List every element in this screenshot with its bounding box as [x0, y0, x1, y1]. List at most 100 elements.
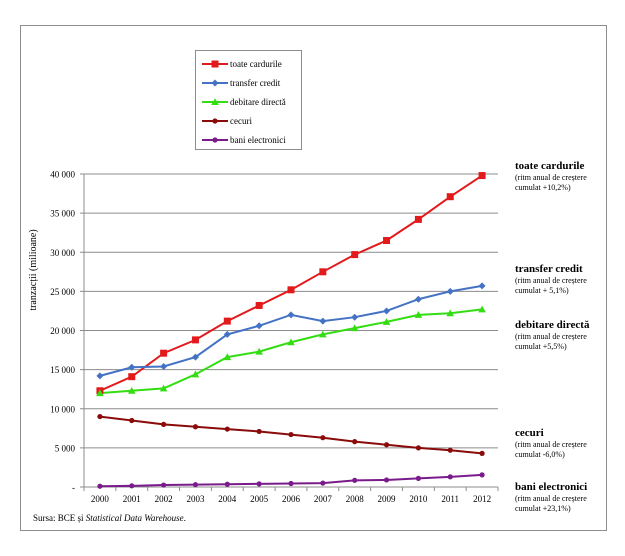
data-point-debitare-directa	[127, 386, 136, 394]
data-point-debitare-directa	[191, 370, 200, 378]
series-line-toate-cardurile	[99, 174, 483, 392]
data-point-debitare-directa	[414, 311, 423, 318]
data-point-bani-electronici	[415, 475, 421, 481]
y-tick-label: 10 000	[50, 404, 75, 414]
legend-swatch-marker	[211, 60, 219, 68]
data-point-bani-electronici	[447, 474, 453, 480]
legend-swatch-marker	[211, 79, 219, 87]
legend-swatch	[202, 79, 228, 87]
annotation-subtitle: (ritm anual de creștere	[515, 332, 587, 341]
data-point-bani-electronici	[256, 481, 262, 487]
data-point-debitare-directa	[478, 305, 486, 313]
y-tick-label: 30 000	[50, 248, 75, 258]
data-point-bani-electronici	[224, 481, 230, 487]
legend-item-toate-cardurile: toate cardurile	[196, 56, 303, 72]
data-point-cecuri	[97, 413, 103, 420]
x-tick-label: 2001	[123, 494, 141, 504]
annotation-toate-cardurile: toate cardurile (ritm anual de creștere cu…	[515, 160, 587, 193]
data-point-bani-electronici	[383, 477, 390, 483]
x-tick-labels: 2000 2001 2002 2003 2004 2005 2006 2007 2008 2009…	[91, 494, 491, 504]
source-note: Sursa: BCE și Statistical Data Warehouse…	[33, 513, 186, 524]
data-point-transfer-credit	[319, 317, 327, 325]
y-tick-labels: - 5 000 10 000 15 000 20 000 25 000 30 000 35 0…	[50, 170, 75, 493]
legend-swatch-marker	[212, 137, 218, 143]
source-suffix: .	[183, 513, 186, 523]
annotation-subtitle: (ritm anual de creștere	[515, 440, 587, 449]
data-point-cecuri	[161, 421, 167, 427]
data-point-debitare-directa	[255, 347, 263, 355]
data-point-toate-cardurile	[478, 172, 486, 180]
legend-item-bani-electronici: bani electronici	[196, 132, 303, 148]
legend-label: debitare directă	[230, 97, 286, 107]
annotation-title: transfer credit	[515, 263, 583, 275]
data-point-debitare-directa	[319, 330, 327, 338]
data-point-toate-cardurile	[191, 336, 199, 344]
data-point-transfer-credit	[287, 311, 295, 319]
data-point-cecuri	[224, 426, 230, 432]
y-tick-label: 40 000	[50, 170, 75, 180]
axes	[80, 173, 499, 491]
annotation-subtitle: cumulat + 5,1%)	[515, 286, 569, 295]
legend: toate cardurile transfer credit debitare d…	[195, 50, 302, 150]
data-point-cecuri	[352, 439, 358, 445]
data-point-toate-cardurile	[414, 215, 422, 223]
data-point-debitare-directa	[287, 338, 295, 346]
legend-label: cecuri	[230, 116, 252, 126]
x-tick-label: 2008	[346, 494, 365, 504]
x-tick-label: 2005	[250, 494, 269, 504]
x-tick-label: 2009	[378, 494, 397, 504]
legend-swatch	[202, 98, 228, 105]
data-point-toate-cardurile	[160, 349, 168, 357]
annotation-subtitle: cumulat +5,5%)	[515, 342, 567, 351]
y-tick-label: 20 000	[50, 326, 75, 336]
annotation-transfer-credit: transfer credit (ritm anual de creștere cu…	[515, 263, 587, 296]
legend-label: bani electronici	[230, 135, 286, 145]
annotation-title: cecuri	[515, 427, 544, 439]
data-point-toate-cardurile	[255, 301, 263, 309]
x-tick-label: 2002	[155, 494, 173, 504]
data-point-debitare-directa	[446, 309, 455, 317]
data-point-bani-electronici	[192, 482, 199, 488]
data-point-bani-electronici	[161, 482, 167, 488]
legend-swatch-marker	[211, 98, 219, 105]
series-line-debitare-directa	[99, 308, 483, 395]
data-point-debitare-directa	[350, 324, 359, 332]
data-point-cecuri	[192, 424, 199, 430]
data-point-cecuri	[256, 428, 262, 435]
data-point-debitare-directa	[223, 353, 232, 361]
data-point-transfer-credit	[223, 330, 231, 338]
data-point-cecuri	[447, 447, 453, 453]
y-tick-label: -	[72, 483, 75, 493]
y-tick-label: 25 000	[50, 287, 75, 297]
data-point-cecuri	[320, 435, 326, 441]
data-point-cecuri	[129, 417, 135, 424]
data-point-transfer-credit	[128, 363, 136, 371]
data-point-toate-cardurile	[383, 237, 391, 245]
annotation-cecuri: cecuri (ritm anual de creștere cumulat -6,…	[515, 427, 587, 460]
data-point-toate-cardurile	[128, 373, 136, 381]
legend-label: transfer credit	[230, 78, 281, 88]
legend-item-cecuri: cecuri	[196, 113, 303, 129]
annotation-subtitle: (ritm anual de creștere	[515, 173, 587, 182]
data-point-transfer-credit	[383, 307, 391, 315]
data-point-bani-electronici	[479, 472, 485, 478]
data-point-toate-cardurile	[351, 251, 359, 259]
data-point-cecuri	[383, 442, 390, 448]
annotation-subtitle: (ritm anual de creștere	[515, 494, 587, 503]
annotation-title: bani electronici	[515, 481, 588, 493]
annotation-title: debitare directă	[515, 319, 590, 331]
data-point-transfer-credit	[191, 353, 199, 361]
data-point-transfer-credit	[351, 313, 359, 321]
y-tick-label: 35 000	[50, 209, 75, 219]
series-markers	[96, 172, 486, 489]
annotation-subtitle: (ritm anual de creștere	[515, 276, 587, 285]
annotation-subtitle: cumulat -6,0%)	[515, 450, 565, 459]
legend-swatch	[202, 137, 228, 143]
data-point-bani-electronici	[352, 477, 358, 483]
grid-lines	[84, 173, 498, 449]
x-tick-label: 2011	[441, 494, 459, 504]
data-point-bani-electronici	[129, 483, 135, 489]
x-tick-label: 2010	[409, 494, 428, 504]
data-point-transfer-credit	[414, 295, 422, 303]
